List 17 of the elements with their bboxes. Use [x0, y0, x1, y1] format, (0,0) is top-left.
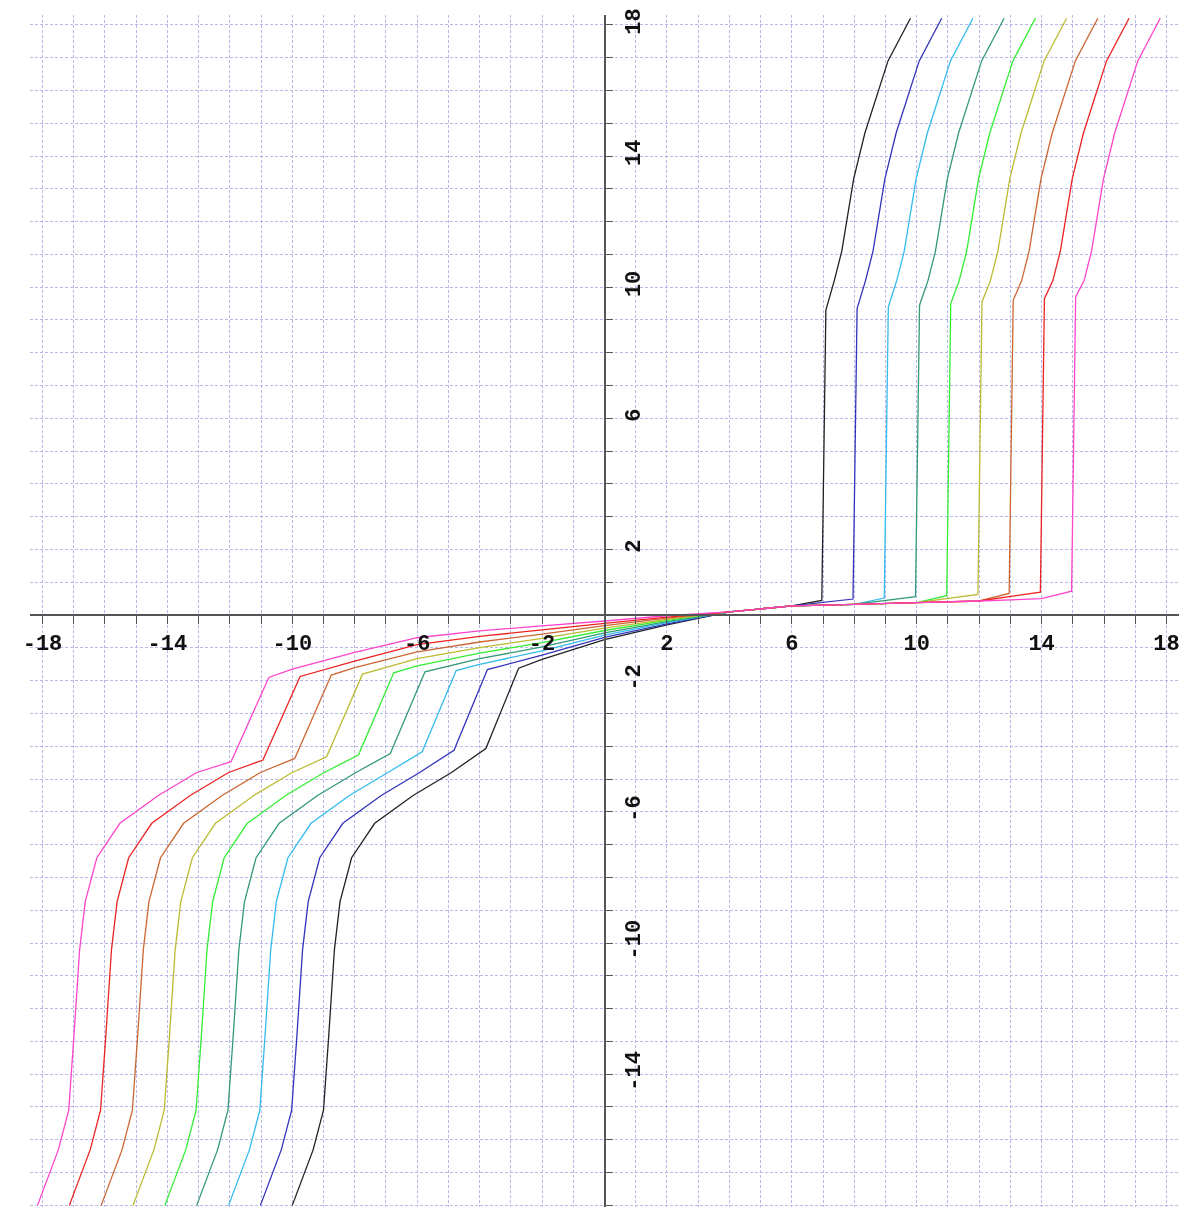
y-tick-label: 18	[621, 8, 647, 35]
x-tick-label: 2	[660, 632, 674, 658]
x-tick-label: 18	[1153, 632, 1180, 658]
x-tick-label: -18	[22, 632, 63, 658]
y-tick-label: 14	[621, 139, 647, 166]
x-tick-label: -14	[147, 632, 188, 658]
x-tick-label: 6	[785, 632, 799, 658]
y-tick-label: -14	[621, 1051, 647, 1091]
y-tick-label: 2	[621, 539, 647, 553]
y-tick-label: 6	[621, 408, 647, 422]
x-tick-label: -10	[272, 632, 313, 658]
x-tick-label: 10	[903, 632, 930, 658]
y-tick-label: -10	[621, 919, 647, 960]
y-tick-label: -2	[621, 664, 647, 691]
y-tick-label: 10	[621, 270, 647, 298]
y-tick-label: -6	[621, 795, 647, 822]
x-tick-label: 14	[1028, 632, 1055, 658]
